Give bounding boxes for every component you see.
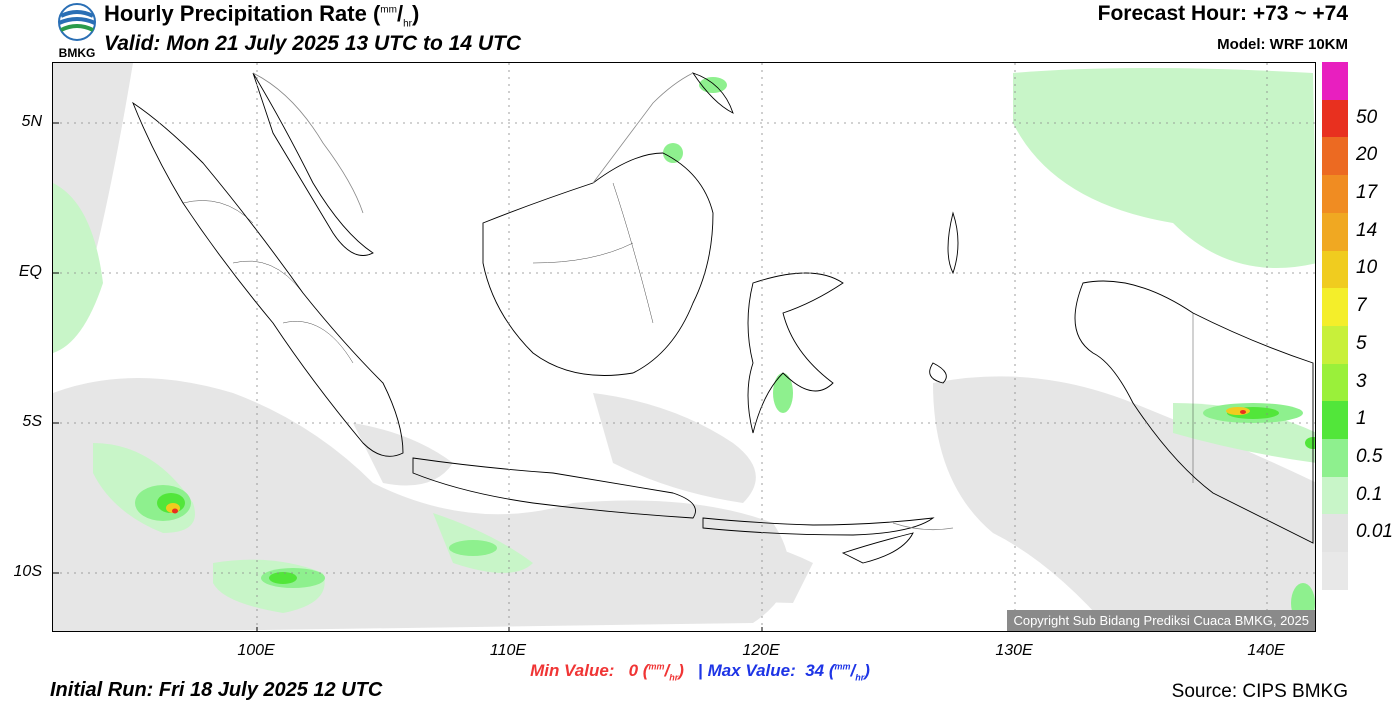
color-scale-label: 0.5 (1356, 446, 1383, 467)
chart-title: Hourly Precipitation Rate (mm/hr) (104, 1, 420, 30)
color-scale-segment (1322, 325, 1348, 364)
valid-time: Valid: Mon 21 July 2025 13 UTC to 14 UTC (104, 32, 522, 55)
color-scale-segment (1322, 401, 1348, 440)
precipitation-map: Copyright Sub Bidang Prediksi Cuaca BMKG… (52, 62, 1316, 632)
color-scale-segment (1322, 476, 1348, 515)
color-scale-segment (1322, 363, 1348, 402)
color-scale-segment (1322, 514, 1348, 553)
graticule (53, 63, 1315, 631)
precip-green-light (53, 68, 1315, 613)
copyright-notice: Copyright Sub Bidang Prediksi Cuaca BMKG… (1007, 610, 1315, 631)
lat-label-5s: 5S (22, 413, 42, 430)
lat-label-10s: 10S (13, 563, 42, 580)
map-canvas (53, 63, 1315, 631)
source-credit: Source: CIPS BMKG (1171, 681, 1348, 702)
color-scale-label: 50 (1356, 106, 1378, 128)
min-max-separator: | (698, 661, 703, 680)
color-scale-segment (1322, 552, 1348, 590)
lon-label-110e: 110E (489, 642, 527, 659)
initial-run: Initial Run: Fri 18 July 2025 12 UTC (50, 679, 383, 701)
lon-label-140e: 140E (1247, 642, 1285, 659)
lon-label-120e: 120E (742, 642, 780, 659)
color-scale-label: 0.1 (1356, 483, 1383, 505)
logo-text: BMKG (59, 46, 96, 60)
color-scale-segment (1322, 175, 1348, 213)
color-scale-label: 7 (1356, 295, 1367, 317)
color-scale-bar (1322, 62, 1348, 590)
lat-label-eq: EQ (18, 263, 42, 280)
color-scale-label: 3 (1356, 370, 1367, 392)
color-scale-label: 20 (1356, 144, 1378, 166)
lon-label-130e: 130E (995, 642, 1033, 659)
model-name: Model: WRF 10KM (1217, 36, 1348, 53)
bmkg-logo: BMKG (58, 3, 96, 60)
forecast-hour: Forecast Hour: +73 ~ +74 (1097, 2, 1348, 25)
province-borders (182, 182, 1194, 483)
max-value: Max Value: 34 (mm/hr) (707, 661, 870, 683)
color-scale-segment (1322, 439, 1348, 477)
color-scale-label: 10 (1356, 257, 1378, 279)
color-scale-label: 14 (1356, 219, 1378, 241)
precip-heavy-cores (166, 407, 1250, 514)
min-max-values: Min Value: 0 (mm/hr) | Max Value: 34 (mm… (0, 661, 1400, 682)
lat-label-5n: 5N (21, 113, 42, 130)
min-value: Min Value: 0 (mm/hr) (530, 661, 684, 683)
color-scale-segment (1322, 99, 1348, 138)
color-scale-segment (1322, 250, 1348, 289)
coastlines (132, 72, 1314, 564)
color-scale-label: 17 (1356, 182, 1378, 203)
color-scale-segment (1322, 137, 1348, 176)
color-scale-label: 1 (1356, 408, 1367, 430)
color-scale-segment (1322, 288, 1348, 326)
color-scale-segment (1322, 212, 1348, 251)
color-scale-segment (1322, 62, 1348, 100)
color-scale-label: 5 (1356, 332, 1367, 354)
neighbor-coastlines (252, 72, 954, 531)
color-scale-label: 0.01 (1356, 521, 1393, 543)
lon-label-100e: 100E (237, 642, 275, 659)
